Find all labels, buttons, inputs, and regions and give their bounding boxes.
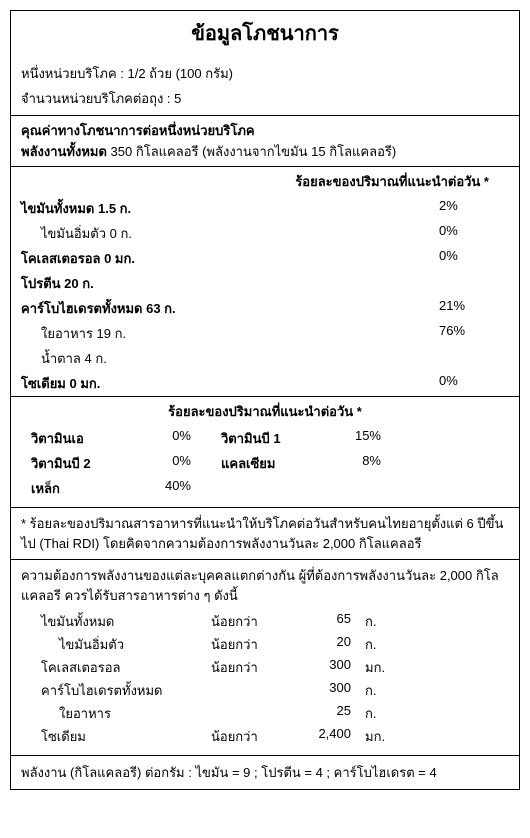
need-unit: ก. (351, 611, 391, 632)
nutrition-facts-panel: ข้อมูลโภชนาการ หนึ่งหน่วยบริโภค : 1/2 ถ้… (10, 10, 520, 790)
nutrient-row: โปรตีน 20 ก. (11, 271, 519, 296)
vitamin-value: 40% (141, 478, 221, 499)
vitamin-grid: วิตามินเอ0%วิตามินบี 115% วิตามินบี 20%แค… (11, 426, 519, 507)
nutrient-label: โคเลสเตอรอล 0 มก. (21, 248, 439, 269)
rdi-footnote: * ร้อยละของปริมาณสารอาหารที่แนะนำให้บริโ… (11, 508, 519, 559)
need-label: ไขมันอิ่มตัว (41, 634, 211, 655)
need-label: ใยอาหาร (41, 703, 211, 724)
need-operator (211, 680, 291, 701)
vitamin-name: วิตามินบี 1 (221, 428, 331, 449)
need-amount: 25 (291, 703, 351, 724)
dv-header: ร้อยละของปริมาณที่แนะนำต่อวัน * (11, 167, 519, 196)
nutrient-dv (439, 348, 509, 369)
nutrient-label: โปรตีน 20 ก. (21, 273, 439, 294)
nutrient-dv: 0% (439, 373, 509, 394)
need-operator: น้อยกว่า (211, 726, 291, 747)
need-amount: 300 (291, 680, 351, 701)
nutrient-dv: 76% (439, 323, 509, 344)
need-unit: มก. (351, 657, 391, 678)
nutrient-label: ไขมันทั้งหมด 1.5 ก. (21, 198, 439, 219)
vitamin-value: 15% (331, 428, 411, 449)
vitamin-name: แคลเซียม (221, 453, 331, 474)
amount-section: คุณค่าทางโภชนาการต่อหนึ่งหน่วยบริโภค พลั… (11, 116, 519, 166)
nutrient-label: น้ำตาล 4 ก. (21, 348, 439, 369)
vitamin-name (221, 478, 331, 499)
amount-per-serving-header: คุณค่าทางโภชนาการต่อหนึ่งหน่วยบริโภค (21, 120, 509, 141)
nutrient-row: ไขมันอิ่มตัว 0 ก.0% (11, 221, 519, 246)
need-unit: ก. (351, 703, 391, 724)
need-label: โซเดียม (41, 726, 211, 747)
nutrient-dv: 2% (439, 198, 509, 219)
nutrient-row: โคเลสเตอรอล 0 มก.0% (11, 246, 519, 271)
vitamin-name: เหล็ก (31, 478, 141, 499)
nutrient-row: ใยอาหาร 19 ก.76% (11, 321, 519, 346)
need-unit: ก. (351, 634, 391, 655)
vitamin-dv-header: ร้อยละของปริมาณที่แนะนำต่อวัน * (11, 397, 519, 426)
need-unit: มก. (351, 726, 391, 747)
vitamin-value (331, 478, 411, 499)
nutrient-dv: 21% (439, 298, 509, 319)
nutrient-dv (439, 273, 509, 294)
needs-intro: ความต้องการพลังงานของแต่ละบุคคลแตกต่างกั… (11, 560, 519, 611)
need-operator: น้อยกว่า (211, 657, 291, 678)
serving-size: หนึ่งหน่วยบริโภค : 1/2 ถ้วย (100 กรัม) (21, 61, 509, 86)
need-amount: 65 (291, 611, 351, 632)
vitamin-name: วิตามินเอ (31, 428, 141, 449)
need-amount: 300 (291, 657, 351, 678)
need-operator: น้อยกว่า (211, 634, 291, 655)
daily-needs-grid: ไขมันทั้งหมดน้อยกว่า65ก.ไขมันอิ่มตัวน้อย… (11, 611, 519, 755)
nutrient-dv: 0% (439, 248, 509, 269)
energy-line: พลังงานทั้งหมด 350 กิโลแคลอรี (พลังงานจา… (21, 141, 509, 162)
need-operator (211, 703, 291, 724)
nutrient-dv: 0% (439, 223, 509, 244)
calories-per-gram: พลังงาน (กิโลแคลอรี) ต่อกรัม : ไขมัน = 9… (11, 756, 519, 789)
need-label: โคเลสเตอรอล (41, 657, 211, 678)
serving-section: หนึ่งหน่วยบริโภค : 1/2 ถ้วย (100 กรัม) จ… (11, 57, 519, 115)
vitamin-value: 8% (331, 453, 411, 474)
nutrient-label: ใยอาหาร 19 ก. (21, 323, 439, 344)
need-label: คาร์โบไฮเดรตทั้งหมด (41, 680, 211, 701)
need-label: ไขมันทั้งหมด (41, 611, 211, 632)
energy-label: พลังงานทั้งหมด (21, 144, 107, 159)
need-operator: น้อยกว่า (211, 611, 291, 632)
vitamin-name: วิตามินบี 2 (31, 453, 141, 474)
nutrient-row: ไขมันทั้งหมด 1.5 ก.2% (11, 196, 519, 221)
energy-value: 350 กิโลแคลอรี (พลังงานจากไขมัน 15 กิโลแ… (111, 144, 397, 159)
nutrient-row: น้ำตาล 4 ก. (11, 346, 519, 371)
nutrient-label: โซเดียม 0 มก. (21, 373, 439, 394)
servings-per-container: จำนวนหน่วยบริโภคต่อถุง : 5 (21, 86, 509, 111)
panel-title: ข้อมูลโภชนาการ (11, 11, 519, 57)
nutrient-row: คาร์โบไฮเดรตทั้งหมด 63 ก.21% (11, 296, 519, 321)
nutrient-list: ไขมันทั้งหมด 1.5 ก.2%ไขมันอิ่มตัว 0 ก.0%… (11, 196, 519, 396)
nutrient-label: คาร์โบไฮเดรตทั้งหมด 63 ก. (21, 298, 439, 319)
nutrient-row: โซเดียม 0 มก.0% (11, 371, 519, 396)
need-amount: 20 (291, 634, 351, 655)
nutrient-label: ไขมันอิ่มตัว 0 ก. (21, 223, 439, 244)
need-unit: ก. (351, 680, 391, 701)
vitamin-value: 0% (141, 453, 221, 474)
need-amount: 2,400 (291, 726, 351, 747)
vitamin-value: 0% (141, 428, 221, 449)
